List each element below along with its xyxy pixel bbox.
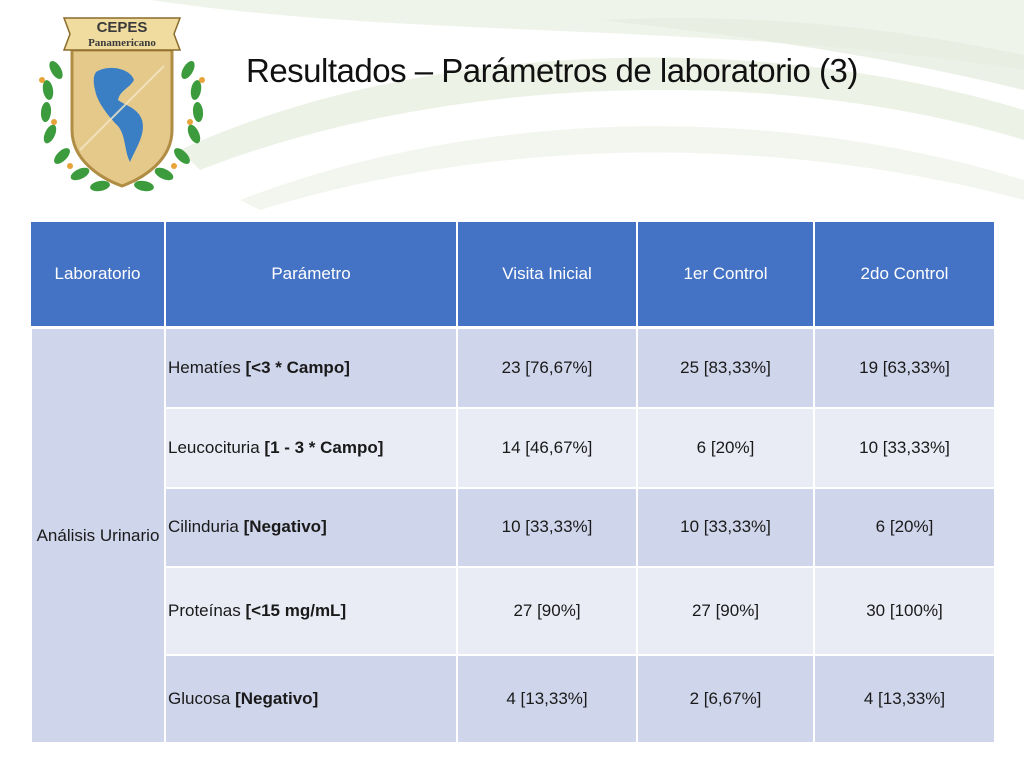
lab-group-cell: Análisis Urinario xyxy=(30,326,166,744)
param-criteria: [Negativo] xyxy=(235,688,319,708)
visita-inicial-cell: 27 [90%] xyxy=(456,565,638,656)
visita-inicial-cell: 23 [76,67%] xyxy=(456,326,638,409)
logo-name: CEPES xyxy=(97,19,148,36)
param-criteria: [1 - 3 * Campo] xyxy=(264,437,384,457)
control-2-cell: 30 [100%] xyxy=(813,565,996,656)
control-1-cell: 25 [83,33%] xyxy=(636,326,815,409)
param-name: Leucocituria xyxy=(168,437,260,457)
param-name: Cilinduria xyxy=(168,517,239,536)
lab-results-table: Laboratorio Parámetro Visita Inicial 1er… xyxy=(30,222,996,744)
param-name: Hematíes xyxy=(168,357,241,377)
param-cell: Leucocituria [1 - 3 * Campo] xyxy=(164,406,458,489)
table-row: Análisis Urinario Hematíes [<3 * Campo] … xyxy=(30,326,996,744)
visita-inicial-cell: 4 [13,33%] xyxy=(456,653,638,744)
param-name: Proteínas xyxy=(168,600,241,620)
logo-subtitle: Panamericano xyxy=(88,37,156,49)
control-2-cell: 6 [20%] xyxy=(813,486,996,568)
param-cell: Hematíes [<3 * Campo] xyxy=(164,326,458,409)
param-criteria: [Negativo] xyxy=(243,517,327,536)
param-criteria: [<15 mg/mL] xyxy=(245,600,347,620)
control-2-cell: 4 [13,33%] xyxy=(813,653,996,744)
control-2-cell: 19 [63,33%] xyxy=(813,326,996,409)
control-1-cell: 27 [90%] xyxy=(636,565,815,656)
param-cell: Proteínas [<15 mg/mL] xyxy=(164,565,458,656)
visita-inicial-cell: 14 [46,67%] xyxy=(456,406,638,489)
header-parametro: Parámetro xyxy=(165,222,458,329)
control-1-cell: 10 [33,33%] xyxy=(636,486,815,568)
background-swoosh xyxy=(150,0,1024,210)
control-1-cell: 2 [6,67%] xyxy=(636,653,815,744)
param-name: Glucosa xyxy=(168,688,231,708)
header-visita-inicial: Visita Inicial xyxy=(457,222,638,329)
header-2do-control: 2do Control xyxy=(814,222,996,329)
header-laboratorio: Laboratorio xyxy=(31,222,166,329)
control-1-cell: 6 [20%] xyxy=(636,406,815,489)
table-header-row: Laboratorio Parámetro Visita Inicial 1er… xyxy=(31,222,996,329)
table-row: Leucocituria [1 - 3 * Campo] 14 [46,67%]… xyxy=(31,406,996,489)
cepes-logo: CEPES Panamericano xyxy=(39,17,205,192)
table-row: Proteínas [<15 mg/mL] 27 [90%] 27 [90%] … xyxy=(31,565,996,656)
param-cell: Glucosa [Negativo] xyxy=(164,653,458,744)
visita-inicial-cell: 10 [33,33%] xyxy=(456,486,638,568)
table-row: Glucosa [Negativo] 4 [13,33%] 2 [6,67%] … xyxy=(31,653,996,744)
param-criteria: [<3 * Campo] xyxy=(245,357,350,377)
slide-title: Resultados – Parámetros de laboratorio (… xyxy=(246,52,858,89)
table-row: Cilinduria [Negativo] 10 [33,33%] 10 [33… xyxy=(31,486,996,568)
param-cell: Cilinduria [Negativo] xyxy=(164,486,458,568)
control-2-cell: 10 [33,33%] xyxy=(813,406,996,489)
header-1er-control: 1er Control xyxy=(637,222,815,329)
